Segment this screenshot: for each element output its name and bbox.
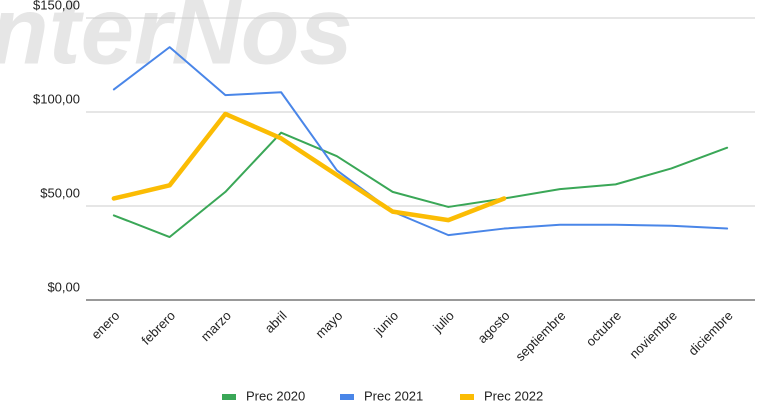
x-tick-label: noviembre xyxy=(626,308,680,362)
x-tick-label: enero xyxy=(88,308,122,342)
legend-swatch xyxy=(340,394,354,400)
x-tick-label: septiembre xyxy=(512,308,568,364)
series-line xyxy=(112,46,729,237)
x-tick-label: mayo xyxy=(312,308,345,341)
x-tick-label: diciembre xyxy=(685,308,735,358)
legend-label: Prec 2021 xyxy=(364,388,423,403)
x-tick-label: agosto xyxy=(474,308,512,346)
x-tick-label: febrero xyxy=(138,308,178,348)
series-line xyxy=(112,131,729,239)
y-tick-label: $150,00 xyxy=(33,0,80,12)
legend-swatch xyxy=(460,394,474,400)
series-line xyxy=(111,111,507,223)
x-tick-label: junio xyxy=(370,308,401,339)
legend-label: Prec 2022 xyxy=(484,388,543,403)
watermark: nterNos xyxy=(0,0,353,84)
legend-label: Prec 2020 xyxy=(246,388,305,403)
x-tick-label: julio xyxy=(429,308,457,336)
x-tick-label: marzo xyxy=(198,308,234,344)
legend-swatch xyxy=(222,394,236,400)
x-tick-label: abril xyxy=(262,308,290,336)
y-tick-label: $100,00 xyxy=(33,91,80,106)
x-tick-label: octubre xyxy=(583,308,624,349)
y-tick-label: $50,00 xyxy=(40,185,80,200)
y-tick-label: $0,00 xyxy=(47,279,80,294)
